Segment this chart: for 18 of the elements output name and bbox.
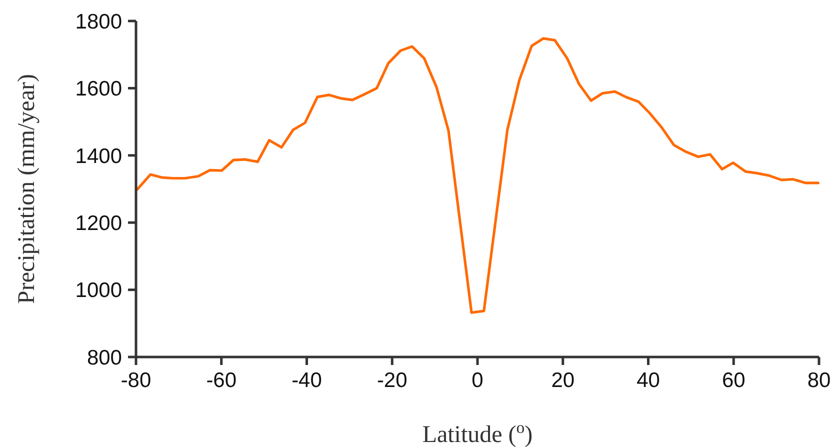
x-tick-label: 20 <box>551 369 575 392</box>
y-tick-label: 1200 <box>75 212 122 235</box>
x-tick-label: -60 <box>206 369 237 392</box>
line-series <box>136 37 820 314</box>
x-tick-label: -20 <box>376 369 408 392</box>
y-tick-label: 1000 <box>75 279 122 302</box>
y-tick-label: 1400 <box>75 144 122 168</box>
x-tick-label: -40 <box>292 369 322 392</box>
x-axis-title: Latitude ($^{o}$) <box>422 418 533 448</box>
y-axis-title: Precipitation (mm/year) <box>14 74 40 304</box>
x-tick-label: 40 <box>636 369 660 392</box>
x-tick-label: -80 <box>120 369 152 392</box>
x-tick-label: 60 <box>722 369 746 392</box>
y-tick-label: 800 <box>86 346 122 370</box>
y-tick-label: 1800 <box>75 10 122 34</box>
y-tick-label: 1600 <box>75 78 122 101</box>
x-tick-label: 80 <box>807 369 831 392</box>
x-tick-label: 0 <box>472 369 484 392</box>
